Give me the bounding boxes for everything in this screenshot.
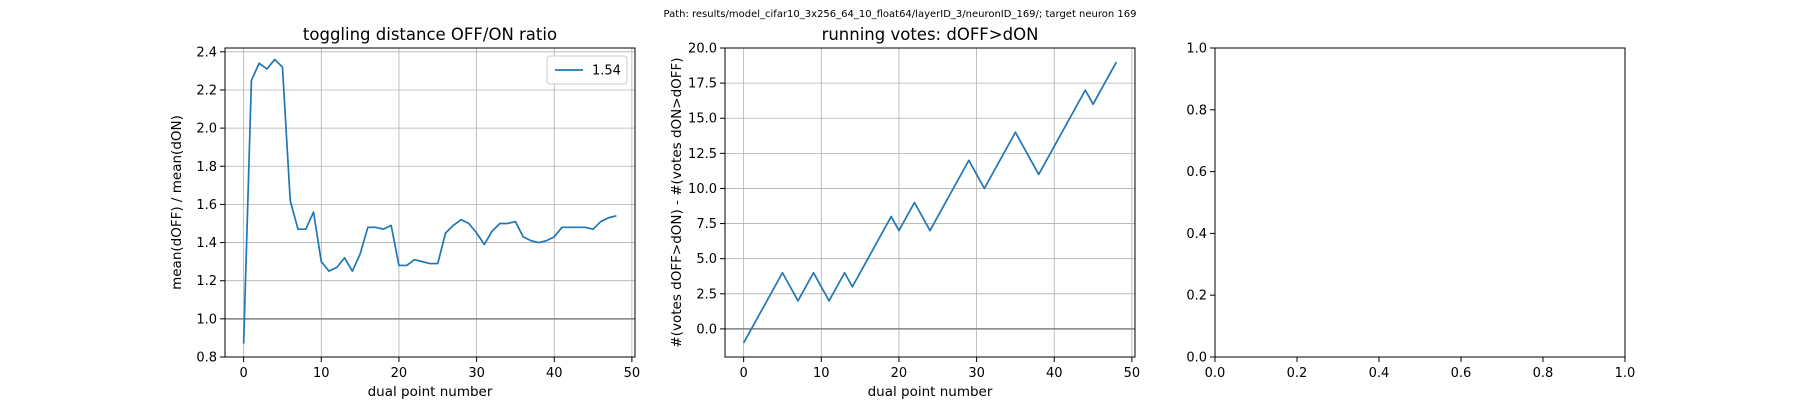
y-tick-label: 1.6 <box>196 198 217 213</box>
y-tick-label: 0.4 <box>1186 227 1207 242</box>
x-tick-label: 0.6 <box>1451 366 1472 381</box>
x-tick-label: 30 <box>468 366 485 381</box>
y-tick-label: 0.2 <box>1186 289 1207 304</box>
y-tick-label: 2.2 <box>196 83 217 98</box>
x-tick-label: 40 <box>546 366 563 381</box>
x-tick-label: 10 <box>313 366 330 381</box>
y-tick-label: 1.4 <box>196 236 217 251</box>
y-tick-label: 15.0 <box>688 112 717 127</box>
y-tick-label: 12.5 <box>688 147 717 162</box>
y-tick-label: 1.2 <box>196 274 217 289</box>
x-tick-label: 0.8 <box>1533 366 1554 381</box>
y-tick-label: 17.5 <box>688 77 717 92</box>
series-line-1 <box>242 58 617 344</box>
y-tick-label: 0.6 <box>1186 165 1207 180</box>
y-tick-label: 20.0 <box>688 42 717 57</box>
y-tick-label: 1.0 <box>196 312 217 327</box>
legend: 1.54 <box>546 55 628 85</box>
chart-title: toggling distance OFF/ON ratio <box>303 25 557 44</box>
x-axis-label: dual point number <box>868 384 993 400</box>
y-tick-label: 2.4 <box>196 45 217 60</box>
axes-frame <box>724 47 1136 358</box>
y-tick-label: 7.5 <box>696 217 717 232</box>
y-tick-label: 1.8 <box>196 160 217 175</box>
chart-panel-2: 0 10 20 30 40 50 0.0 2.5 5.0 7.5 10.0 12.5 15.0 17.5 2… <box>669 25 1140 400</box>
x-tick-label: 30 <box>968 366 985 381</box>
x-tick-label: 0.4 <box>1369 366 1390 381</box>
y-tick-label: 1.0 <box>1186 42 1207 57</box>
legend-box <box>546 55 628 85</box>
y-tick-label: 0.0 <box>1186 351 1207 366</box>
x-tick-label: 20 <box>891 366 908 381</box>
y-tick-label: 0.8 <box>196 351 217 366</box>
plot-area <box>725 48 1135 357</box>
y-tick-label: 0.0 <box>696 322 717 337</box>
series-line-1 <box>742 61 1118 344</box>
x-tick-label: 10 <box>813 366 830 381</box>
x-axis-label: dual point number <box>368 384 493 400</box>
chart-panel-3: 0.0 0.2 0.4 0.6 0.8 1.0 0.0 0.2 0.4 0.6 0.8 1.0 <box>1186 42 1635 382</box>
legend-label: 1.54 <box>592 64 621 79</box>
y-tick-label: 2.5 <box>696 287 717 302</box>
y-tick-label: 10.0 <box>688 182 717 197</box>
x-tick-label: 0.0 <box>1205 366 1226 381</box>
chart-panel-1: 0 10 20 30 40 50 0.8 1.0 1.2 1.4 1.6 1.8 2.0 2.2 2.4 to… <box>169 25 640 400</box>
y-tick-label: 2.0 <box>196 122 217 137</box>
x-tick-label: 50 <box>1124 366 1141 381</box>
axes-frame <box>1214 47 1626 358</box>
chart-panels: 0 10 20 30 40 50 0.8 1.0 1.2 1.4 1.6 1.8 2.0 2.2 2.4 to… <box>169 25 1635 400</box>
figure-suptitle: Path: results/model_cifar10_3x256_64_10_… <box>664 9 1137 20</box>
y-tick-label: 0.8 <box>1186 103 1207 118</box>
x-tick-label: 20 <box>391 366 408 381</box>
x-tick-label: 1.0 <box>1615 366 1636 381</box>
plot-area <box>1215 48 1625 357</box>
axes-frame <box>224 47 636 358</box>
x-tick-label: 50 <box>624 366 641 381</box>
y-axis-label: mean(dOFF) / mean(dON) <box>169 115 185 290</box>
x-tick-label: 0.2 <box>1287 366 1308 381</box>
y-axis-label: #(votes dOFF>dON) - #(votes dON>dOFF) <box>669 57 685 347</box>
chart-title: running votes: dOFF>dON <box>822 25 1039 44</box>
x-tick-label: 0 <box>239 366 247 381</box>
plot-area <box>225 48 635 357</box>
x-tick-label: 40 <box>1046 366 1063 381</box>
x-tick-label: 0 <box>739 366 747 381</box>
y-tick-label: 5.0 <box>696 252 717 267</box>
